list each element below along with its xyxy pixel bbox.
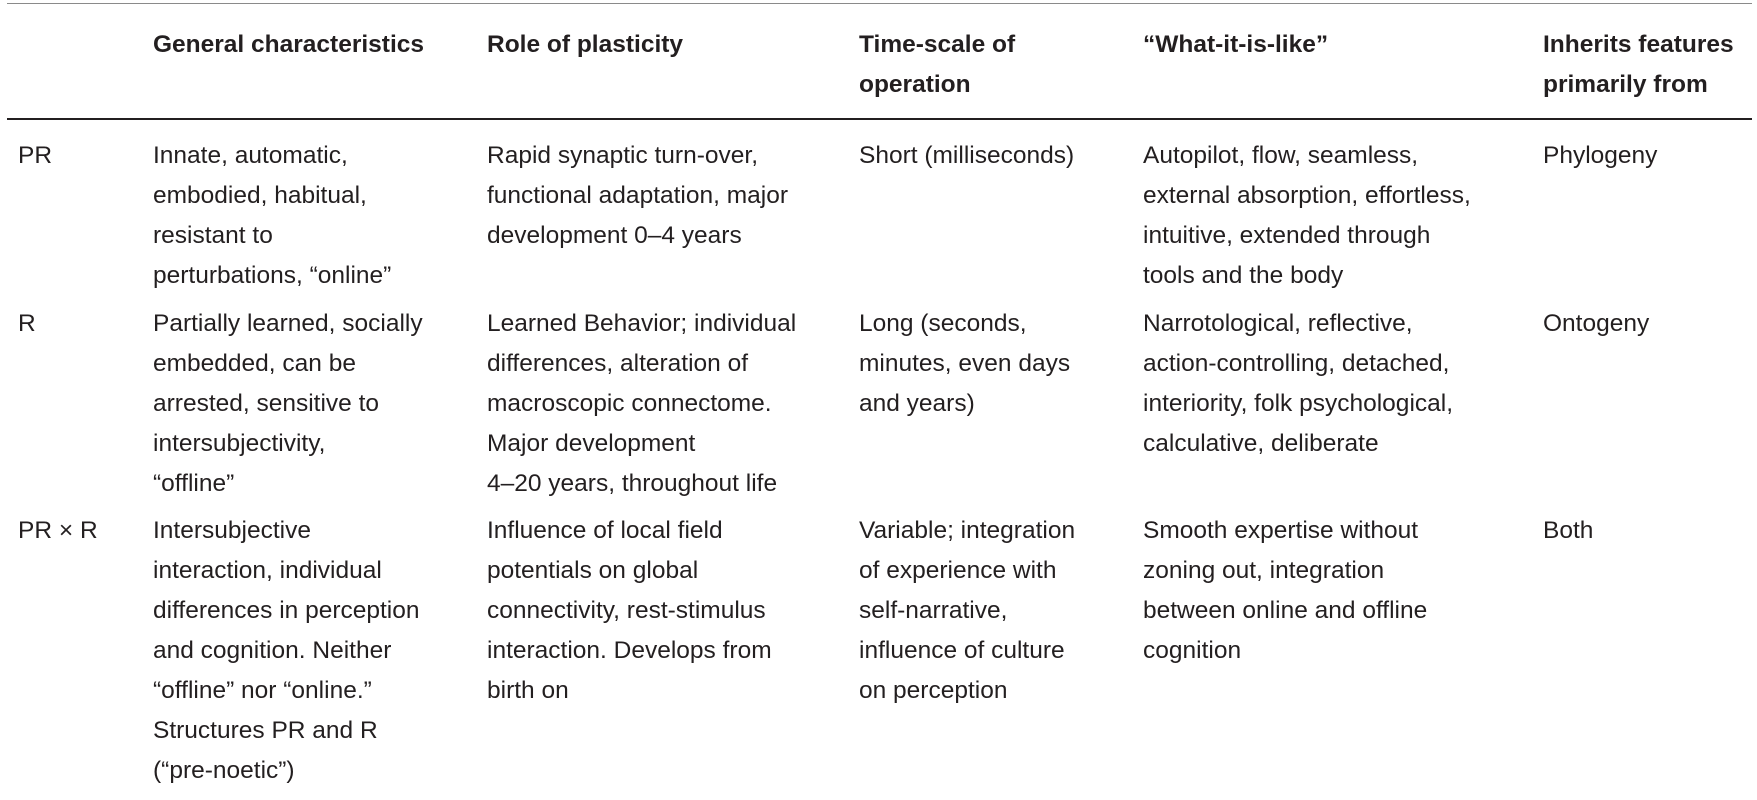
cell-timescale: Long (seconds, minutes, even days and ye… [859,310,1071,417]
cell-plasticity: Influence of local field potentials on g… [487,517,772,704]
cell-timescale: Short (milliseconds) [859,142,1075,169]
cell-inherits: Both [1543,517,1594,544]
cell-timescale: Variable; integration of experience with… [859,517,1076,704]
header-rule [7,118,1752,120]
row-label: R [18,310,36,337]
header-general-characteristics: General characteristics [153,31,425,58]
header-inherits-features: Inherits features primarily from [1543,31,1734,98]
header-what-it-is-like: “What-it-is-like” [1143,31,1329,58]
header-role-of-plasticity: Role of plasticity [487,31,684,58]
row-label: PR × R [18,517,98,544]
header-time-scale: Time-scale of operation [859,31,1016,98]
cell-what-it-is-like: Autopilot, flow, seamless, external abso… [1143,142,1471,289]
cell-general: Partially learned, socially embedded, ca… [153,310,423,497]
cell-plasticity: Learned Behavior; individual differences… [487,310,797,497]
cell-plasticity: Rapid synaptic turn-over, functional ada… [487,142,788,249]
cell-what-it-is-like: Narrotological, reflective, action-contr… [1143,310,1454,457]
cell-inherits: Phylogeny [1543,142,1658,169]
cell-general: Innate, automatic, embodied, habitual, r… [153,142,392,289]
row-label: PR [18,142,53,169]
top-rule [7,3,1752,4]
cell-what-it-is-like: Smooth expertise without zoning out, int… [1143,517,1428,664]
cell-general: Intersubjective interaction, individual … [153,517,420,784]
cell-inherits: Ontogeny [1543,310,1650,337]
